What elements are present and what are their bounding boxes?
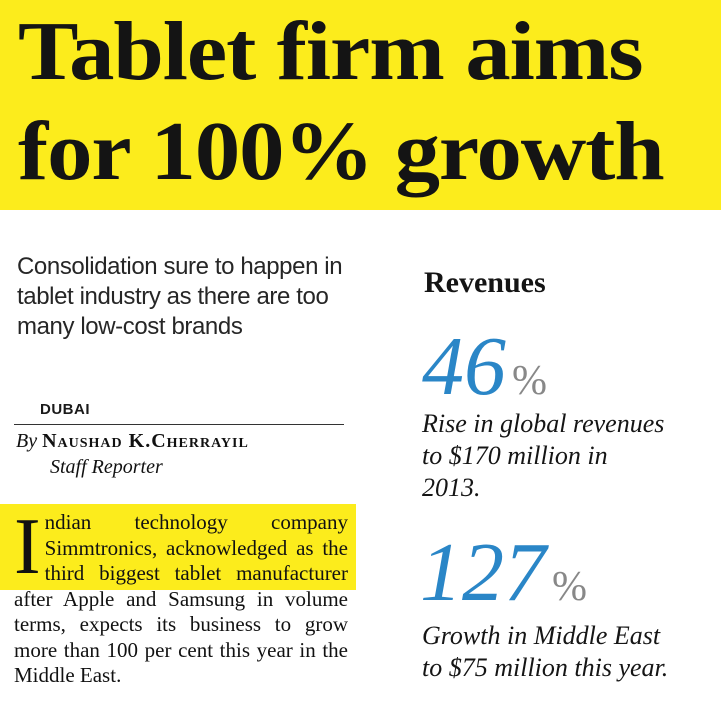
stat-global-value: 46 [422, 320, 506, 413]
byline-prefix: By [16, 430, 38, 452]
byline: By Naushad K.Cherrayil [16, 428, 249, 454]
stat-global: 46% [422, 322, 547, 412]
dateline: DUBAI [40, 401, 90, 418]
article-lead-text: ndian technology company Simmtronics, ac… [14, 510, 348, 687]
stat-middle-east-value: 127 [420, 526, 546, 619]
stat-middle-east-unit: % [552, 564, 587, 610]
drop-cap: I [14, 503, 41, 591]
headline: Tablet firm aims for 100% growth [18, 2, 665, 202]
byline-rule [14, 424, 344, 425]
author-name: Naushad K.Cherrayil [42, 430, 249, 452]
headline-line-1: Tablet firm aims [18, 5, 644, 98]
subheadline: Consolidation sure to happen in tablet i… [17, 253, 343, 340]
stat-global-caption: Rise in global revenues to $170 million … [422, 409, 665, 502]
lead-highlight [0, 504, 356, 590]
stat-middle-east-caption: Growth in Middle East to $75 million thi… [422, 621, 669, 682]
sidebar-title: Revenues [424, 266, 546, 299]
stat-middle-east: 127% [420, 528, 587, 618]
headline-band [0, 0, 721, 210]
stat-global-unit: % [512, 358, 547, 404]
headline-line-2: for 100% growth [18, 105, 665, 198]
author-role: Staff Reporter [50, 456, 163, 478]
